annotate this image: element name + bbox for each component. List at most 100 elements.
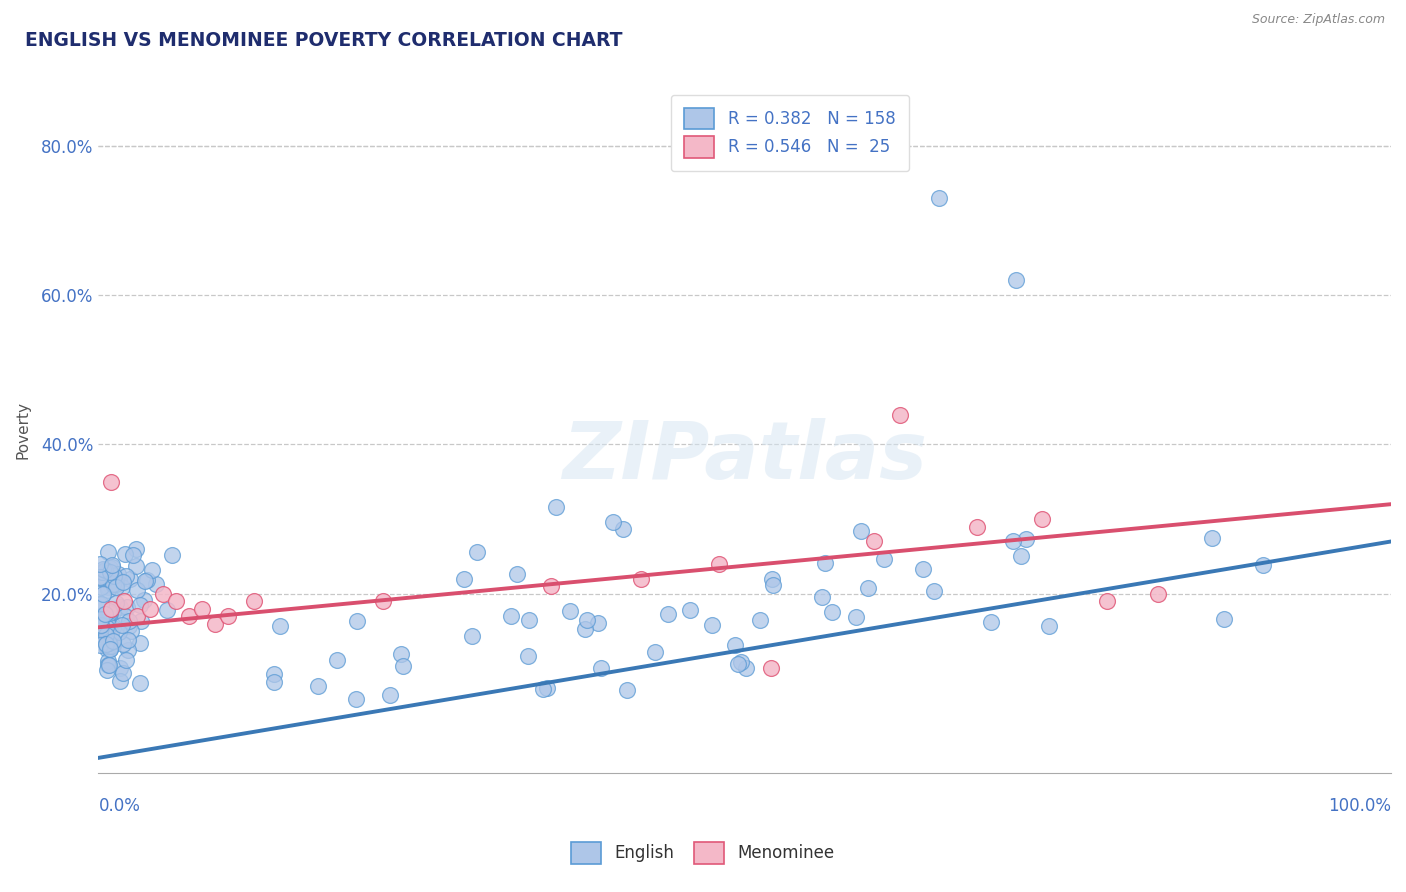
Point [724, 638, 747, 652]
Point [96, 641, 118, 656]
Point [100, 565, 122, 579]
Point [96, 663, 118, 677]
Point [735, 661, 758, 675]
Point [858, 581, 880, 595]
Point [217, 609, 239, 624]
Point [111, 580, 134, 594]
Point [125, 582, 148, 597]
Point [91, 562, 114, 576]
Point [96, 637, 118, 651]
Point [101, 605, 124, 619]
Point [115, 568, 138, 582]
Point [863, 534, 886, 549]
Point [100, 601, 122, 615]
Point [97, 545, 120, 559]
Point [461, 629, 484, 643]
Point [575, 613, 598, 627]
Point [125, 542, 148, 557]
Point [115, 600, 138, 615]
Point [124, 558, 146, 573]
Point [115, 653, 138, 667]
Point [112, 574, 135, 589]
Point [242, 594, 264, 608]
Point [94, 563, 117, 577]
Point [112, 594, 135, 608]
Point [129, 599, 152, 613]
Point [540, 579, 562, 593]
Point [700, 618, 723, 632]
Point [117, 632, 139, 647]
Point [727, 657, 749, 672]
Point [101, 637, 124, 651]
Point [104, 577, 127, 591]
Point [97, 658, 120, 673]
Point [132, 593, 155, 607]
Point [873, 552, 896, 566]
Point [100, 639, 122, 653]
Point [517, 649, 540, 664]
Point [94, 607, 117, 621]
Point [114, 608, 136, 623]
Point [98, 642, 121, 657]
Text: 100.0%: 100.0% [1329, 797, 1391, 814]
Point [821, 606, 844, 620]
Point [117, 643, 139, 657]
Point [911, 562, 934, 576]
Point [346, 614, 368, 628]
Point [392, 659, 415, 673]
Point [100, 565, 122, 579]
Point [98, 561, 121, 575]
Point [657, 607, 679, 622]
Point [344, 692, 367, 706]
Point [94, 571, 117, 585]
Point [89, 597, 111, 611]
Point [122, 548, 145, 562]
Point [1010, 549, 1032, 563]
Point [191, 601, 214, 615]
Text: 0.0%: 0.0% [98, 797, 141, 814]
Point [1038, 619, 1060, 633]
Point [97, 606, 120, 620]
Legend: English, Menominee: English, Menominee [564, 836, 842, 871]
Point [966, 519, 988, 533]
Point [1015, 532, 1038, 546]
Point [107, 624, 129, 639]
Point [91, 587, 114, 601]
Point [924, 584, 946, 599]
Point [263, 675, 285, 690]
Point [90, 580, 112, 594]
Point [845, 609, 868, 624]
Point [589, 661, 612, 675]
Text: ZIPatlas: ZIPatlas [562, 418, 927, 496]
Point [97, 654, 120, 668]
Point [139, 601, 162, 615]
Point [1251, 558, 1274, 573]
Point [98, 642, 121, 657]
Point [326, 653, 349, 667]
Point [97, 604, 120, 618]
Point [762, 578, 785, 592]
Point [89, 570, 111, 584]
Point [111, 618, 134, 632]
Point [103, 634, 125, 648]
Point [94, 637, 117, 651]
Text: Source: ZipAtlas.com: Source: ZipAtlas.com [1251, 13, 1385, 27]
Point [849, 524, 872, 538]
Point [586, 615, 609, 630]
Point [94, 567, 117, 582]
Point [531, 681, 554, 696]
Point [630, 572, 652, 586]
Point [980, 615, 1002, 629]
Point [1095, 594, 1118, 608]
Point [118, 614, 141, 628]
Point [101, 560, 124, 574]
Point [91, 565, 114, 579]
Point [389, 647, 412, 661]
Point [101, 633, 124, 648]
Point [517, 613, 540, 627]
Point [536, 681, 558, 695]
Point [505, 567, 527, 582]
Point [129, 636, 152, 650]
Point [89, 571, 111, 585]
Point [89, 618, 111, 632]
